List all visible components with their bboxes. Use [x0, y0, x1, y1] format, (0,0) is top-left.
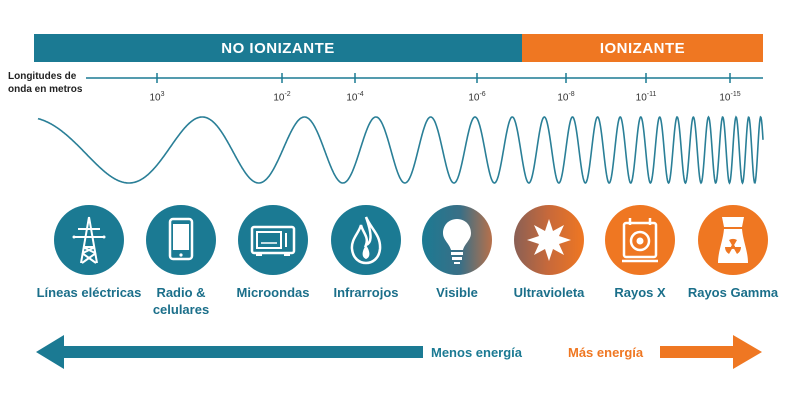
- wavelength-ticks: [156, 73, 731, 83]
- wavelength-label: 10-2: [273, 91, 291, 104]
- ionizing-band: IONIZANTE: [522, 34, 763, 62]
- wavelength-label: 10-11: [635, 91, 657, 104]
- wavelength-axis-label: Longitudes de onda en metros: [8, 71, 83, 95]
- category-label: Ultravioleta: [513, 285, 585, 300]
- sun-icon: [514, 205, 584, 275]
- power-tower-icon: [54, 205, 124, 275]
- less-energy-arrow: [36, 335, 423, 369]
- more-energy-arrow: [660, 335, 762, 369]
- nuclear-plant-icon: [698, 205, 768, 275]
- category-label: Rayos X: [614, 285, 666, 300]
- flame-icon: [331, 205, 401, 275]
- category-label: Radio & celulares: [152, 285, 210, 317]
- wavelength-label: 10-4: [346, 91, 364, 104]
- wavelength-label: 10-8: [557, 91, 575, 104]
- category-label: Líneas eléctricas: [36, 285, 142, 300]
- microwave-icon: [238, 205, 308, 275]
- wavelength-label: 103: [149, 91, 165, 104]
- category-label: Microondas: [236, 285, 310, 300]
- category-label: Infrarrojos: [333, 285, 399, 300]
- more-energy-label: Más energía: [568, 345, 644, 360]
- category-label: Rayos Gamma: [687, 285, 779, 300]
- x-ray-machine-icon: [605, 205, 675, 275]
- wave-curve: [37, 115, 764, 185]
- less-energy-label: Menos energía: [431, 345, 523, 360]
- cellphone-icon: [146, 205, 216, 275]
- non-ionizing-band: NO IONIZANTE: [34, 34, 522, 62]
- wavelength-label: 10-6: [468, 91, 486, 104]
- wavelength-label: 10-15: [719, 91, 741, 104]
- light-bulb-icon: [422, 205, 492, 275]
- category-label: Visible: [436, 285, 478, 300]
